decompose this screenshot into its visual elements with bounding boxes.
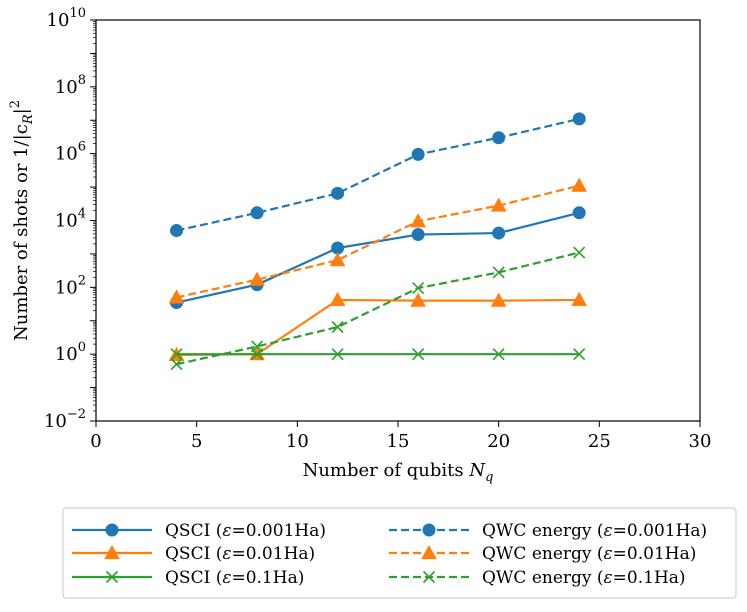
y-tick-label: 10−2 <box>44 407 86 432</box>
y-tick-base: 10 <box>55 211 78 232</box>
data-point <box>492 131 506 145</box>
data-point <box>572 112 586 126</box>
series-0 <box>170 206 586 310</box>
x-tick-label: 5 <box>191 431 202 452</box>
legend-frame <box>62 507 737 599</box>
data-point <box>411 147 425 161</box>
y-tick-label: 102 <box>55 273 86 298</box>
x-tick-label: 20 <box>487 431 510 452</box>
y-tick-exponent: 8 <box>78 73 86 88</box>
legend-entry: QSCI (ε=0.01Ha) <box>72 544 315 564</box>
y-axis-label: Number of shots or 1/|cR|2 <box>8 100 36 341</box>
y-tick-base: 10 <box>55 344 78 365</box>
y-axis-label-subscript: R <box>21 114 36 125</box>
legend-marker <box>421 544 437 560</box>
y-tick-base: 10 <box>55 144 78 165</box>
y-tick-label: 1010 <box>47 6 86 31</box>
y-tick-exponent: 10 <box>69 6 86 21</box>
data-point <box>251 340 264 353</box>
data-point <box>170 224 184 238</box>
x-tick-label: 30 <box>689 431 712 452</box>
y-tick-label: 106 <box>55 140 86 165</box>
legend-entry: QWC energy (ε=0.001Ha) <box>389 521 707 541</box>
legend-marker <box>105 570 119 584</box>
data-point <box>170 358 183 371</box>
y-tick-base: 10 <box>47 10 70 31</box>
y-tick-exponent: 4 <box>78 207 86 222</box>
series-3 <box>170 112 586 238</box>
series-2 <box>170 348 586 361</box>
legend-marker <box>422 523 436 537</box>
y-tick-base: 10 <box>55 277 78 298</box>
y-tick-base: 10 <box>55 77 78 98</box>
series-line <box>176 211 580 304</box>
y-tick-exponent: 6 <box>78 140 86 155</box>
data-point <box>573 246 586 259</box>
y-tick-exponent: 2 <box>78 273 86 288</box>
x-tick-label: 15 <box>387 431 410 452</box>
y-axis-label-text: Number of shots or 1/|c <box>11 124 32 341</box>
series-line <box>176 117 580 232</box>
legend-marker <box>105 523 119 537</box>
x-axis-label-subscript: q <box>485 470 493 485</box>
data-point <box>410 213 426 228</box>
x-axis-label-text: Number of qubits <box>303 460 470 481</box>
legend-label: QWC energy (ε=0.1Ha) <box>482 568 686 588</box>
data-point <box>572 206 586 220</box>
x-tick-label: 25 <box>588 431 611 452</box>
data-point <box>490 197 507 212</box>
y-tick-label: 104 <box>55 207 86 232</box>
legend-entry: QSCI (ε=0.1Ha) <box>72 568 304 588</box>
data-point <box>331 186 345 200</box>
legend-entry: QSCI (ε=0.001Ha) <box>72 521 326 541</box>
series-line <box>176 184 580 299</box>
data-point <box>168 289 185 304</box>
data-point <box>571 291 588 307</box>
y-axis-label-tail: | <box>11 108 32 114</box>
data-point <box>492 226 506 240</box>
y-tick-exponent: −2 <box>67 407 86 422</box>
y-tick-label: 100 <box>55 340 86 365</box>
data-point <box>410 292 426 307</box>
data-point <box>249 271 265 286</box>
y-tick-label: 108 <box>55 73 86 98</box>
data-point <box>571 177 588 192</box>
legend-label: QSCI (ε=0.001Ha) <box>165 521 326 541</box>
x-axis-label-symbol: N <box>468 460 486 481</box>
series-4 <box>168 177 588 304</box>
legend-label: QSCI (ε=0.1Ha) <box>165 568 304 588</box>
data-point <box>329 252 346 267</box>
legend-entry: QWC energy (ε=0.1Ha) <box>389 568 686 588</box>
series-line <box>176 251 580 366</box>
legend-label: QSCI (ε=0.01Ha) <box>165 544 315 564</box>
y-tick-base: 10 <box>44 411 67 432</box>
data-point <box>411 228 425 242</box>
y-axis-label-superscript: 2 <box>8 100 23 108</box>
legend-label: QWC energy (ε=0.001Ha) <box>482 521 707 541</box>
data-point <box>492 266 505 279</box>
legend-marker <box>422 570 436 584</box>
x-tick-label: 10 <box>286 431 309 452</box>
data-point <box>170 348 183 361</box>
data-point <box>329 291 346 307</box>
data-point <box>573 348 586 361</box>
legend-label: QWC energy (ε=0.01Ha) <box>482 544 696 564</box>
data-point <box>331 320 344 334</box>
plot-area-frame <box>95 19 701 422</box>
data-point <box>490 292 507 307</box>
x-axis-label: Number of qubits Nq <box>303 460 494 485</box>
legend-entry: QWC energy (ε=0.01Ha) <box>389 544 696 564</box>
series-1 <box>168 291 588 362</box>
data-point <box>412 348 425 361</box>
data-point <box>492 348 505 361</box>
x-tick-label: 0 <box>90 431 101 452</box>
y-tick-exponent: 0 <box>78 340 86 355</box>
legend: QSCI (ε=0.001Ha) QWC energy (ε=0.001Ha) QS… <box>62 507 737 599</box>
series-5 <box>170 246 586 371</box>
data-point <box>331 348 344 361</box>
legend-marker <box>104 544 120 560</box>
data-point <box>412 282 425 295</box>
data-point <box>250 206 264 220</box>
